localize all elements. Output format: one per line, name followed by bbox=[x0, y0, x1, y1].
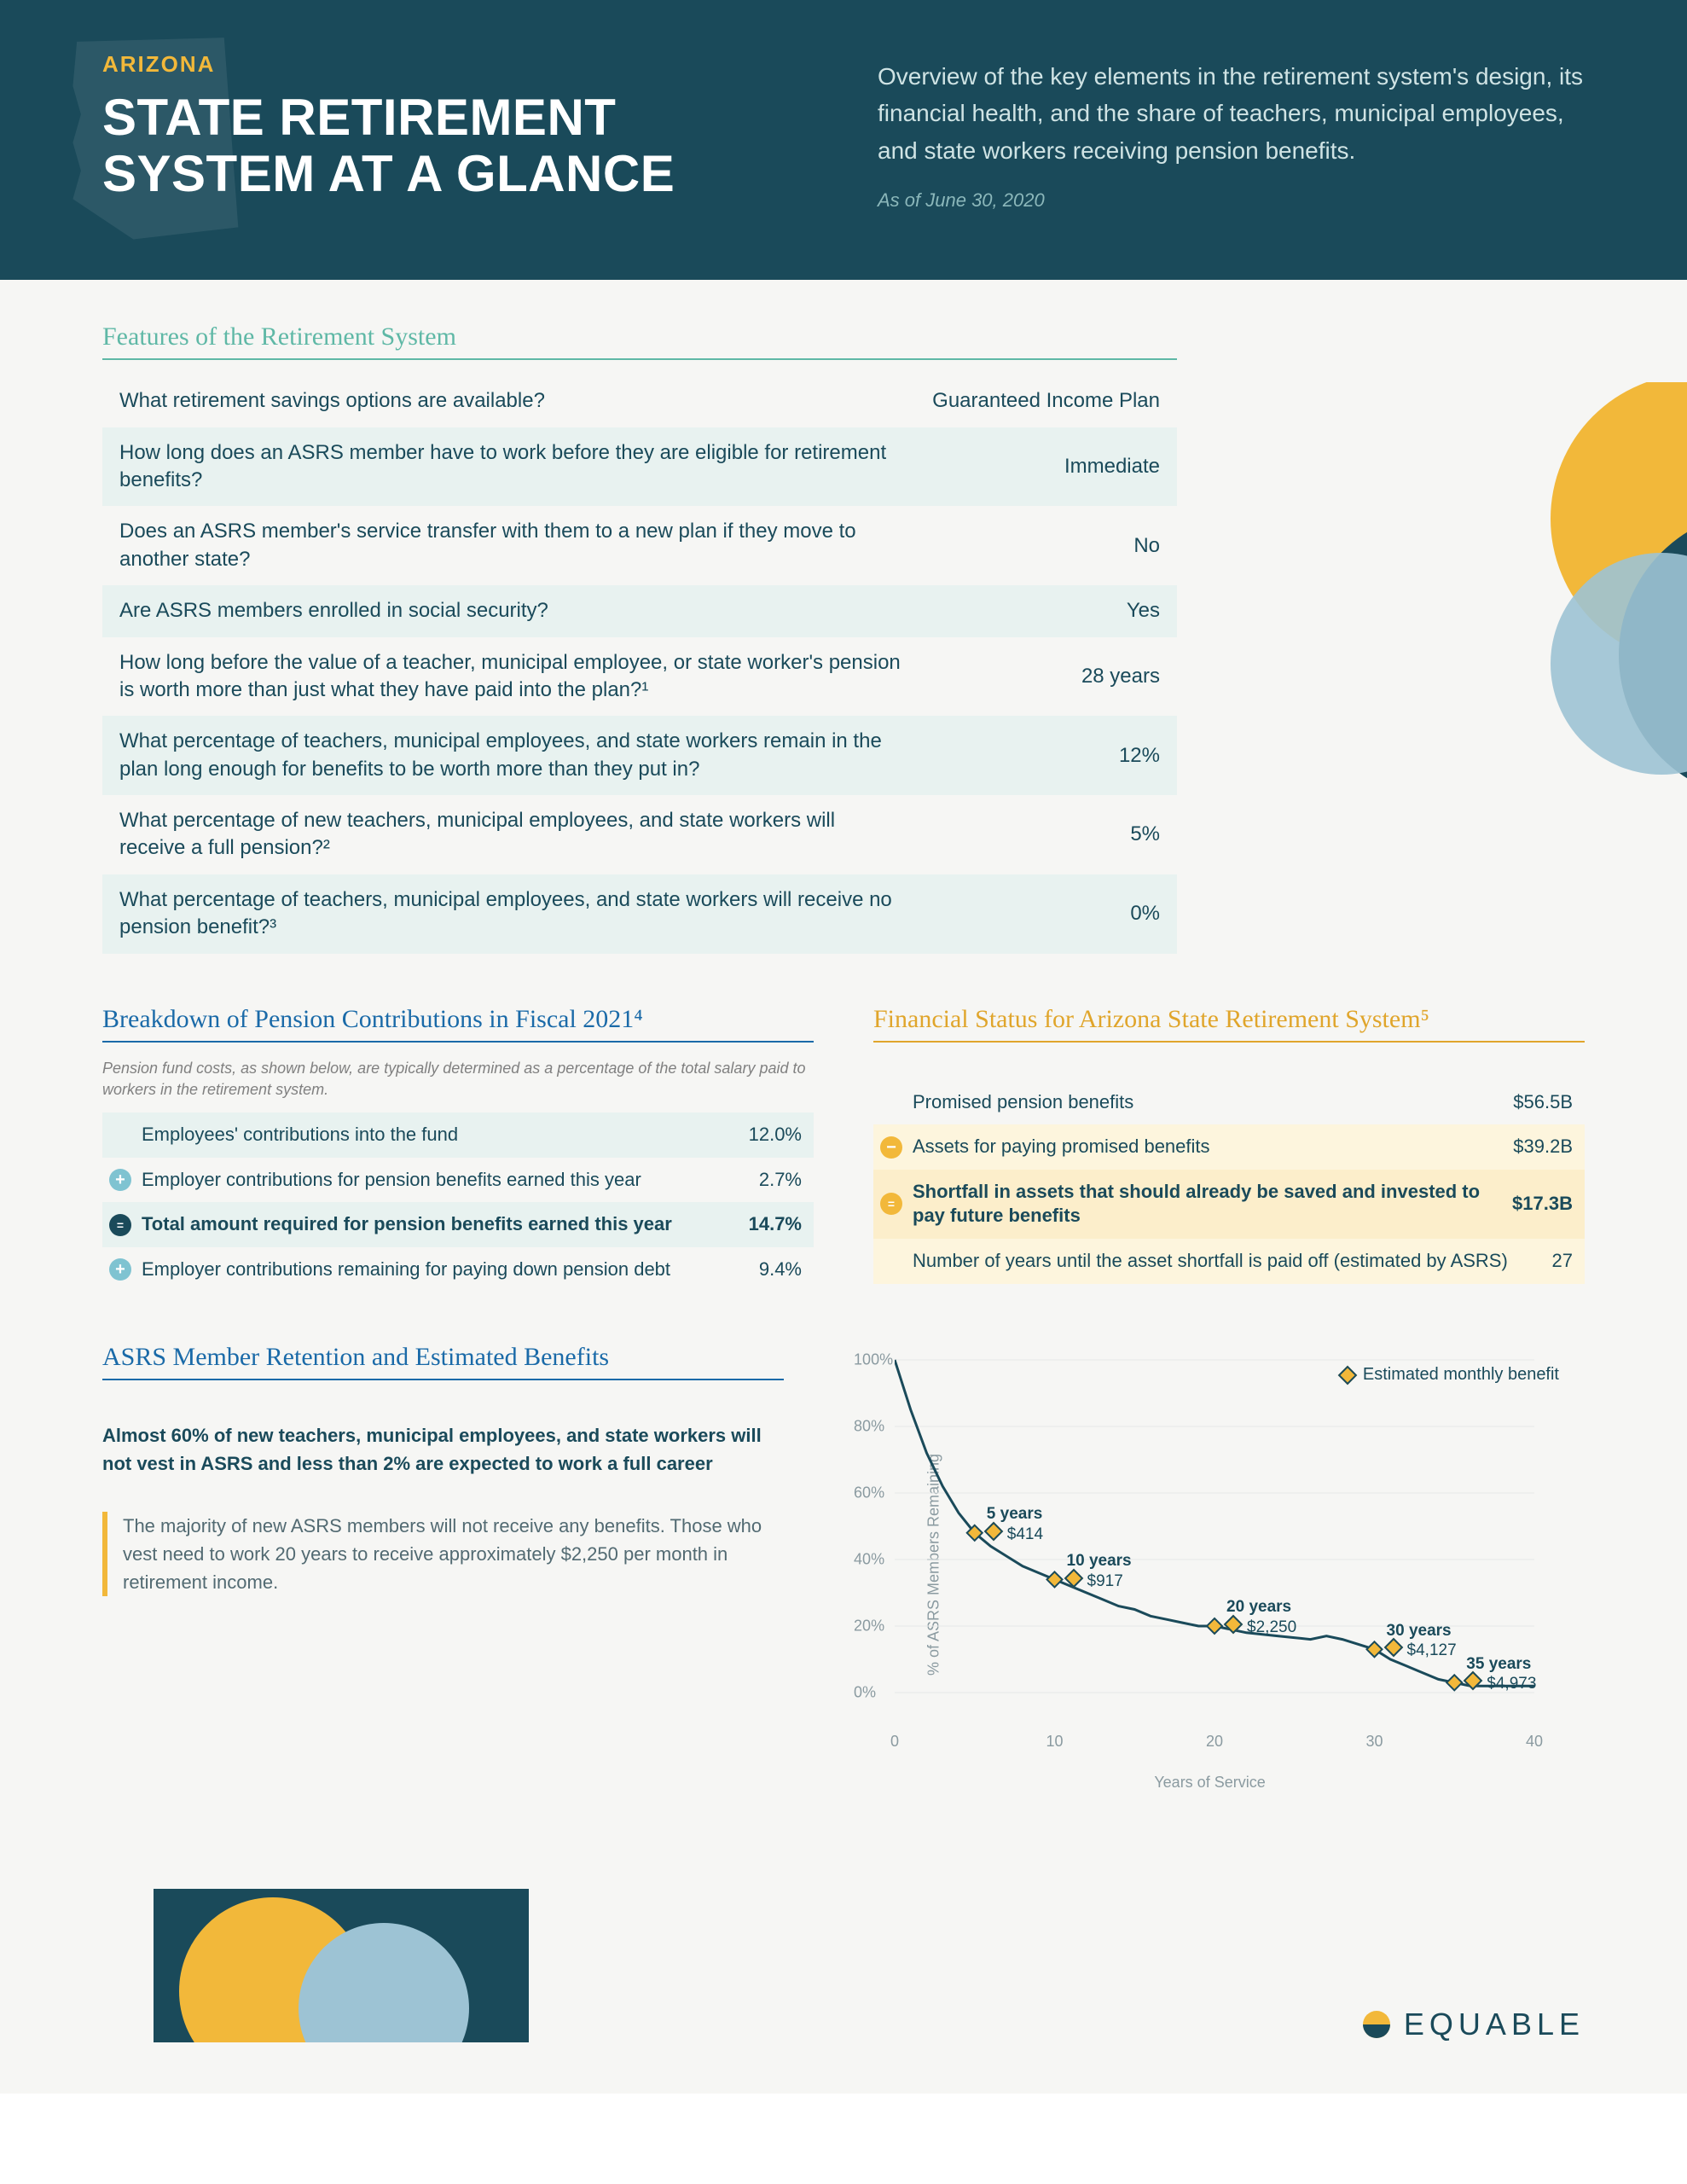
features-row: How long before the value of a teacher, … bbox=[102, 637, 1177, 717]
retention-text: ASRS Member Retention and Estimated Bene… bbox=[102, 1343, 784, 1786]
features-section: Features of the Retirement System What r… bbox=[102, 322, 1177, 953]
logo-icon bbox=[1361, 2009, 1392, 2040]
chart-ytick: 0% bbox=[854, 1684, 876, 1702]
page-body: Features of the Retirement System What r… bbox=[0, 280, 1687, 2094]
chart-xtick: 40 bbox=[1526, 1733, 1543, 1751]
contributions-section: Breakdown of Pension Contributions in Fi… bbox=[102, 1005, 814, 1292]
financial-row: −Assets for paying promised benefits$39.… bbox=[873, 1124, 1585, 1170]
features-question: What retirement savings options are avai… bbox=[119, 387, 545, 415]
page-title: STATE RETIREMENT SYSTEM AT A GLANCE bbox=[102, 90, 809, 202]
financial-row: Number of years until the asset shortfal… bbox=[873, 1239, 1585, 1284]
contributions-note: Pension fund costs, as shown below, are … bbox=[102, 1058, 814, 1101]
chart-x-label: Years of Service bbox=[1154, 1774, 1265, 1792]
hero-description: Overview of the key elements in the reti… bbox=[878, 58, 1585, 169]
chart-ytick: 20% bbox=[854, 1618, 884, 1635]
footer: EQUABLE bbox=[102, 1855, 1585, 2042]
eq-g-badge-icon: = bbox=[880, 1193, 902, 1215]
features-question: Are ASRS members enrolled in social secu… bbox=[119, 597, 548, 624]
chart-annotation: 30 years$4,127 bbox=[1387, 1621, 1457, 1662]
chart-xtick: 10 bbox=[1046, 1733, 1064, 1751]
retention-quote: The majority of new ASRS members will no… bbox=[102, 1512, 784, 1596]
contrib-value: 12.0% bbox=[749, 1123, 802, 1147]
features-row: What percentage of teachers, municipal e… bbox=[102, 716, 1177, 795]
chart-ytick: 60% bbox=[854, 1484, 884, 1502]
financial-value: $17.3B bbox=[1512, 1192, 1573, 1217]
eq-badge-icon: = bbox=[109, 1214, 131, 1236]
chart-xtick: 30 bbox=[1366, 1733, 1383, 1751]
plus-badge-icon: + bbox=[109, 1169, 131, 1191]
minus-badge-icon: − bbox=[880, 1136, 902, 1159]
features-question: What percentage of teachers, municipal e… bbox=[119, 728, 904, 783]
chart-ytick: 80% bbox=[854, 1418, 884, 1436]
chart-xtick: 0 bbox=[890, 1733, 899, 1751]
features-answer: Yes bbox=[1127, 599, 1160, 623]
features-answer: 5% bbox=[1130, 822, 1160, 846]
features-row: What retirement savings options are avai… bbox=[102, 375, 1177, 427]
contrib-value: 14.7% bbox=[749, 1212, 802, 1237]
contrib-label: Total amount required for pension benefi… bbox=[142, 1212, 749, 1237]
contrib-label: Employer contributions for pension benef… bbox=[142, 1168, 759, 1193]
contrib-value: 2.7% bbox=[759, 1168, 802, 1193]
features-heading: Features of the Retirement System bbox=[102, 322, 1177, 360]
contrib-value: 9.4% bbox=[759, 1258, 802, 1282]
contrib-row: = Total amount required for pension benef… bbox=[102, 1202, 814, 1247]
chart-annotation: 10 years$917 bbox=[1067, 1551, 1132, 1592]
contributions-heading: Breakdown of Pension Contributions in Fi… bbox=[102, 1005, 814, 1043]
chart-ytick: 100% bbox=[854, 1351, 893, 1369]
as-of-date: As of June 30, 2020 bbox=[878, 189, 1585, 212]
financial-row: = Shortfall in assets that should already… bbox=[873, 1170, 1585, 1239]
chart-annotation: 5 years$414 bbox=[987, 1504, 1043, 1545]
features-question: What percentage of new teachers, municip… bbox=[119, 807, 904, 863]
chart-xtick: 20 bbox=[1206, 1733, 1223, 1751]
decor-footer-icon bbox=[102, 1855, 546, 2042]
financial-value: 27 bbox=[1552, 1249, 1573, 1274]
features-question: How long does an ASRS member have to wor… bbox=[119, 439, 904, 495]
financial-section: Financial Status for Arizona State Retir… bbox=[873, 1005, 1585, 1292]
features-row: What percentage of new teachers, municip… bbox=[102, 795, 1177, 874]
features-row: What percentage of teachers, municipal e… bbox=[102, 874, 1177, 954]
features-answer: 0% bbox=[1130, 902, 1160, 926]
financial-heading: Financial Status for Arizona State Retir… bbox=[873, 1005, 1585, 1043]
financial-label: Number of years until the asset shortfal… bbox=[913, 1249, 1552, 1274]
retention-summary: Almost 60% of new teachers, municipal em… bbox=[102, 1421, 784, 1478]
contrib-label: Employer contributions remaining for pay… bbox=[142, 1258, 759, 1282]
features-row: Are ASRS members enrolled in social secu… bbox=[102, 585, 1177, 636]
logo: EQUABLE bbox=[1361, 2007, 1585, 2042]
financial-label: Assets for paying promised benefits bbox=[913, 1135, 1513, 1159]
contrib-row: + Employer contributions for pension bene… bbox=[102, 1158, 814, 1203]
contrib-row: + Employer contributions remaining for pa… bbox=[102, 1247, 814, 1292]
state-label: ARIZONA bbox=[102, 51, 809, 78]
chart-annotation: 35 years$4,973 bbox=[1466, 1654, 1536, 1695]
financial-label: Shortfall in assets that should already … bbox=[913, 1180, 1512, 1228]
features-answer: 28 years bbox=[1081, 665, 1160, 688]
features-question: How long before the value of a teacher, … bbox=[119, 649, 904, 705]
hero: ARIZONA STATE RETIREMENT SYSTEM AT A GLA… bbox=[0, 0, 1687, 280]
features-answer: Immediate bbox=[1064, 455, 1160, 479]
features-answer: Guaranteed Income Plan bbox=[932, 389, 1160, 413]
features-answer: No bbox=[1133, 534, 1160, 558]
financial-value: $39.2B bbox=[1513, 1135, 1573, 1159]
chart-ytick: 40% bbox=[854, 1551, 884, 1569]
contrib-label: Employees' contributions into the fund bbox=[142, 1123, 749, 1147]
features-row: Does an ASRS member's service transfer w… bbox=[102, 506, 1177, 585]
financial-value: $56.5B bbox=[1513, 1090, 1573, 1115]
chart-annotation: 20 years$2,250 bbox=[1226, 1597, 1296, 1638]
retention-chart: Estimated monthly benefit % of ASRS Memb… bbox=[835, 1343, 1585, 1786]
contrib-row: Employees' contributions into the fund12… bbox=[102, 1112, 814, 1158]
retention-heading: ASRS Member Retention and Estimated Bene… bbox=[102, 1343, 784, 1380]
features-question: Does an ASRS member's service transfer w… bbox=[119, 518, 904, 573]
logo-text: EQUABLE bbox=[1404, 2007, 1585, 2042]
financial-row: Promised pension benefits$56.5B bbox=[873, 1080, 1585, 1125]
financial-label: Promised pension benefits bbox=[913, 1090, 1513, 1115]
plus-badge-icon: + bbox=[109, 1258, 131, 1281]
decor-circles-icon bbox=[1482, 382, 1687, 809]
features-answer: 12% bbox=[1119, 744, 1160, 768]
features-question: What percentage of teachers, municipal e… bbox=[119, 886, 904, 942]
features-row: How long does an ASRS member have to wor… bbox=[102, 427, 1177, 507]
